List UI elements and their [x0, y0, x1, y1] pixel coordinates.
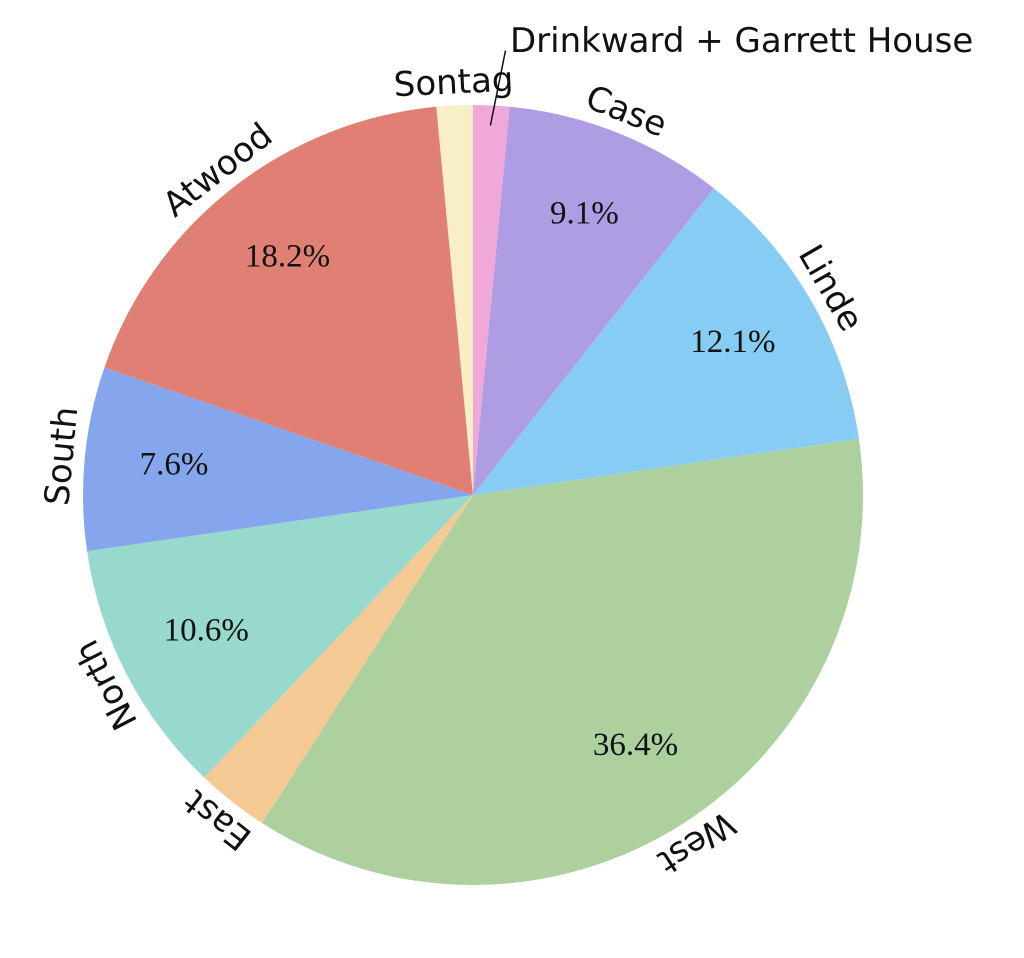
pie-slice	[436, 105, 473, 495]
value-label: 36.4%	[593, 727, 678, 763]
value-label: 9.1%	[550, 196, 619, 232]
pie-slice	[87, 495, 474, 778]
category-label: South	[37, 405, 86, 507]
leader-line	[489, 50, 507, 126]
category-label: Sontag	[393, 60, 514, 106]
pie-slice	[204, 495, 474, 823]
pie-slice	[473, 105, 510, 495]
pie-slice	[473, 188, 859, 495]
value-label: 12.1%	[690, 324, 775, 360]
value-label: 10.6%	[164, 613, 249, 649]
value-label: 18.2%	[245, 238, 330, 274]
category-label: Drinkward + Garrett House	[510, 21, 973, 61]
pie-slice	[261, 438, 863, 885]
pie-slice	[83, 367, 473, 552]
pie-slice	[473, 106, 714, 495]
value-label: 7.6%	[140, 446, 209, 482]
pie-slice	[104, 106, 473, 495]
